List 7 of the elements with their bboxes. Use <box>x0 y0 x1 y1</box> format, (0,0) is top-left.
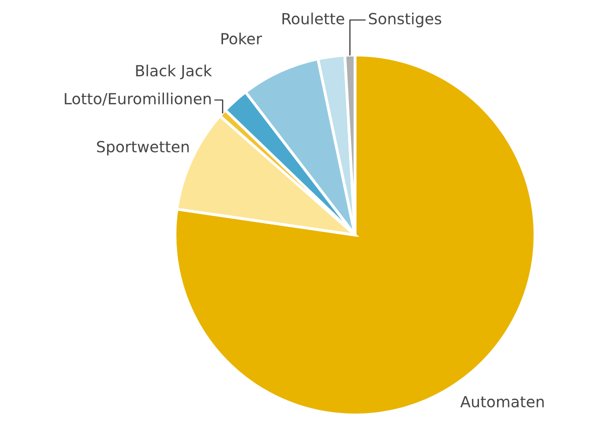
slice-label: Poker <box>222 32 262 44</box>
slice-label: Roulette <box>282 12 344 24</box>
slice-label: Sportwetten <box>97 140 189 156</box>
slice-label: Black Jack <box>136 64 212 80</box>
slice-label: Lotto/Euromillionen <box>64 92 211 106</box>
slice-label: Automaten <box>460 396 544 408</box>
slice-label: Sonstiges <box>369 12 442 28</box>
